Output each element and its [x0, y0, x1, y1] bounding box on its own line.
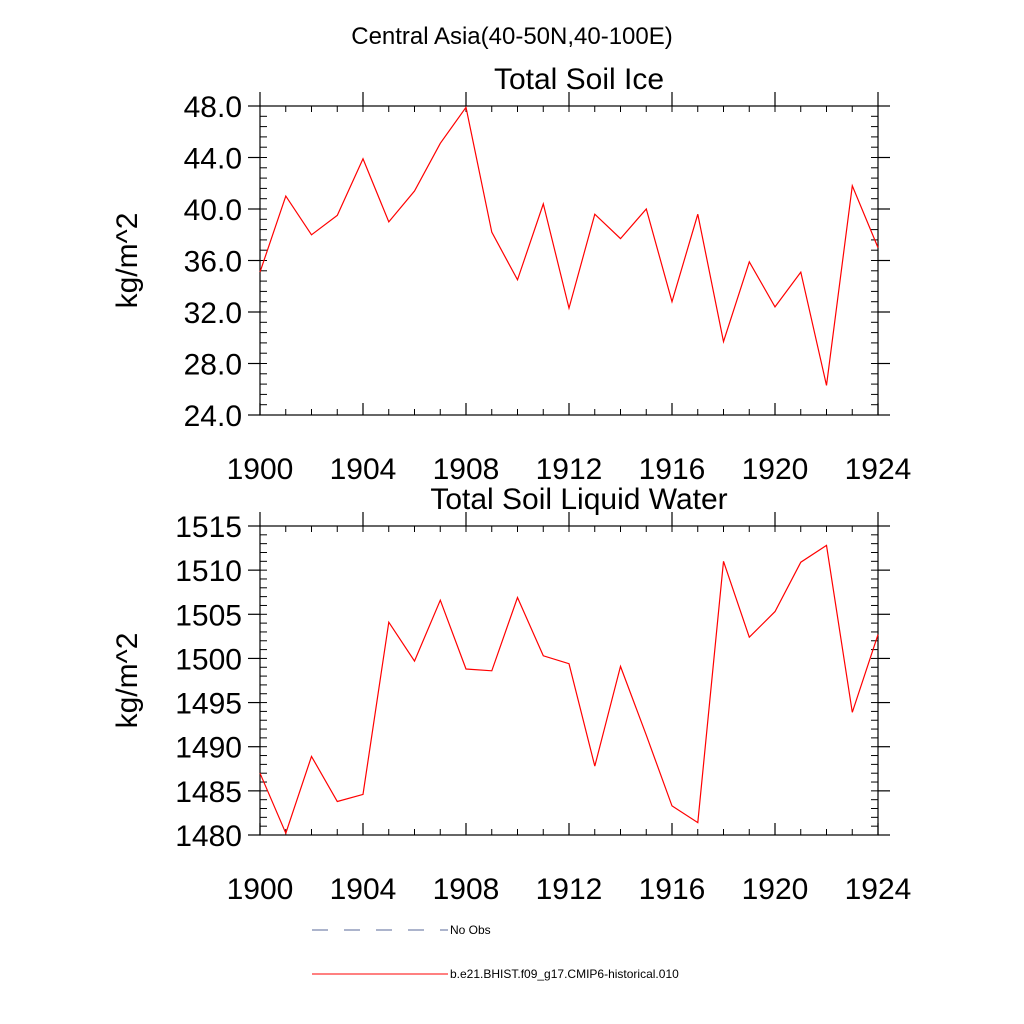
x-tick-label: 1900 — [227, 873, 294, 906]
y-tick-label: 40.0 — [184, 194, 242, 227]
x-tick-label: 1916 — [639, 453, 706, 486]
x-tick-label: 1904 — [330, 873, 397, 906]
y-tick-label: 28.0 — [184, 349, 242, 382]
y-tick-label: 24.0 — [184, 400, 242, 433]
plot-frame — [259, 525, 879, 836]
y-axis-label: kg/m^2 — [111, 633, 144, 729]
y-tick-label: 48.0 — [184, 91, 242, 124]
panels-container: Total Soil Ice kg/m^2 24.0 28.0 32.0 36.0 40.0… — [111, 63, 911, 906]
x-tick-label: 1908 — [433, 453, 500, 486]
y-tick-label: 32.0 — [184, 297, 242, 330]
x-tick-label: 1900 — [227, 453, 294, 486]
x-tick-label: 1912 — [536, 873, 603, 906]
legend-label-2: b.e21.BHIST.f09_g17.CMIP6-historical.010 — [450, 967, 679, 981]
chart-title: Total Soil Ice — [494, 63, 664, 96]
legend-label-1: No Obs — [450, 923, 491, 937]
y-tick-label: 1515 — [175, 511, 242, 544]
y-tick-label: 1500 — [175, 643, 242, 676]
y-tick-label: 1490 — [175, 732, 242, 765]
x-tick-label: 1916 — [639, 873, 706, 906]
y-tick-label: 1510 — [175, 555, 242, 588]
legend: No Obs b.e21.BHIST.f09_g17.CMIP6-historic… — [312, 923, 679, 981]
y-tick-label: 1495 — [175, 688, 242, 721]
x-tick-label: 1924 — [845, 873, 912, 906]
y-tick-label: 44.0 — [184, 143, 242, 176]
x-tick-label: 1908 — [433, 873, 500, 906]
chart-panel-2: Total Soil Liquid Water kg/m^2 1480 1485 149… — [111, 483, 911, 906]
y-tick-label: 1505 — [175, 599, 242, 632]
chart-panel-1: Total Soil Ice kg/m^2 24.0 28.0 32.0 36.0 40.0… — [111, 63, 911, 486]
x-tick-label: 1912 — [536, 453, 603, 486]
x-tick-label: 1904 — [330, 453, 397, 486]
y-tick-label: 36.0 — [184, 246, 242, 279]
x-tick-label: 1920 — [742, 453, 809, 486]
chart-title: Total Soil Liquid Water — [430, 483, 727, 516]
figure-suptitle: Central Asia(40-50N,40-100E) — [351, 23, 673, 50]
y-tick-label: 1480 — [175, 820, 242, 853]
series-line-1 — [259, 105, 879, 386]
y-axis-label: kg/m^2 — [111, 213, 144, 309]
y-tick-label: 1485 — [175, 776, 242, 809]
plot-frame — [259, 105, 879, 416]
x-tick-label: 1920 — [742, 873, 809, 906]
series-line-1 — [259, 544, 879, 835]
x-tick-label: 1924 — [845, 453, 912, 486]
